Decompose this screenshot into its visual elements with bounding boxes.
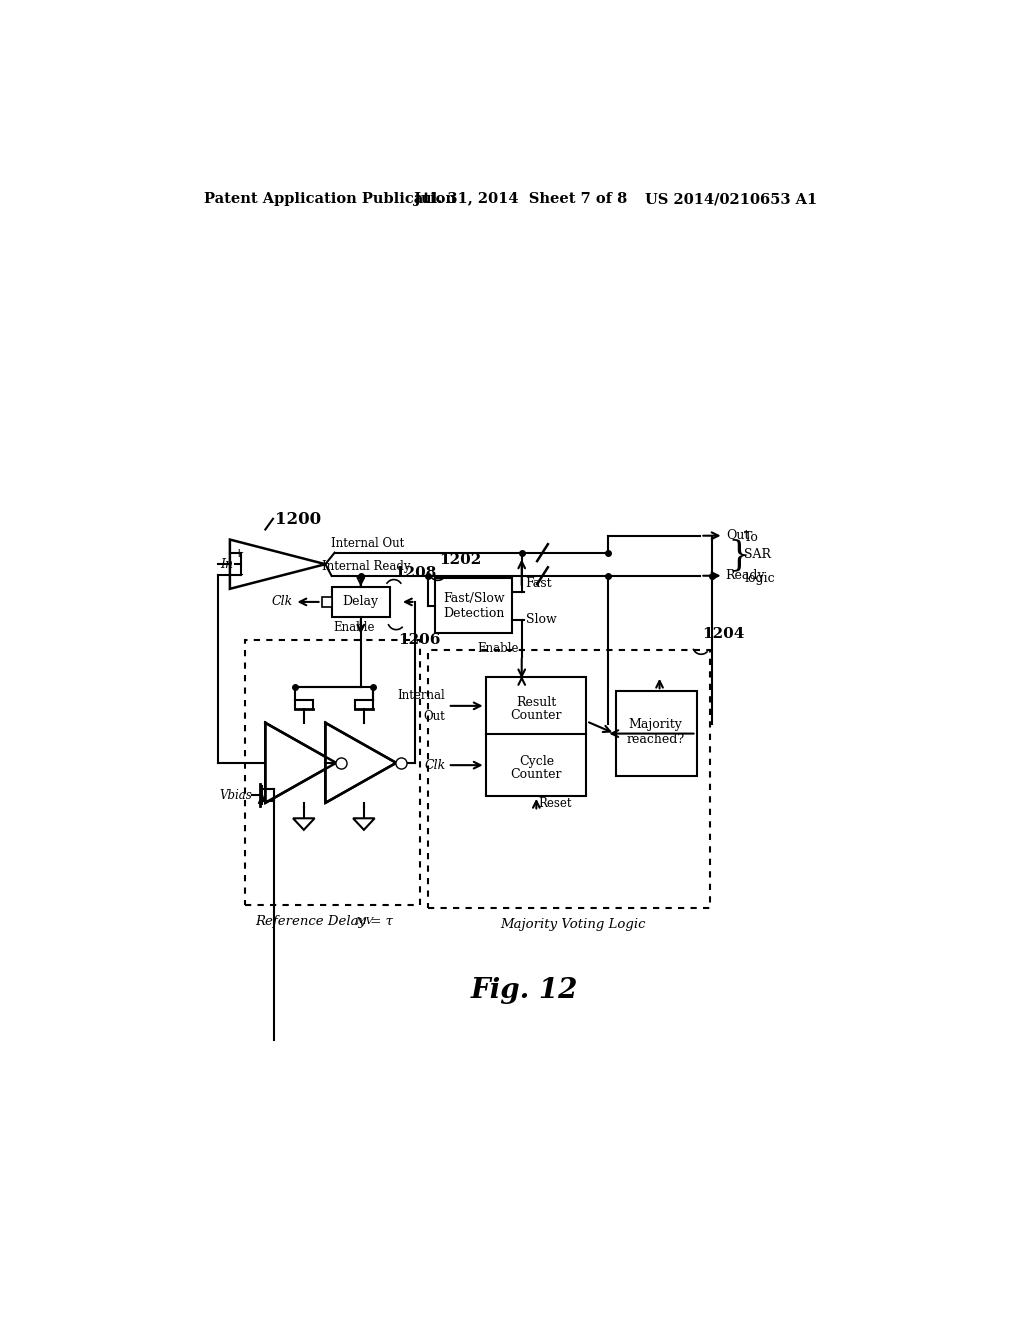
FancyBboxPatch shape	[333, 586, 390, 618]
Text: Cycle: Cycle	[519, 755, 554, 768]
Text: Enable: Enable	[478, 642, 519, 655]
Text: Result: Result	[516, 696, 556, 709]
FancyBboxPatch shape	[486, 677, 587, 796]
Polygon shape	[230, 540, 326, 589]
Text: Jul. 31, 2014  Sheet 7 of 8: Jul. 31, 2014 Sheet 7 of 8	[414, 193, 627, 206]
Text: Vbias: Vbias	[219, 788, 252, 801]
Polygon shape	[293, 818, 314, 830]
Text: Internal Ready: Internal Ready	[322, 560, 410, 573]
Text: 1208: 1208	[394, 566, 436, 581]
Text: 1206: 1206	[397, 634, 440, 647]
Polygon shape	[353, 818, 375, 830]
FancyBboxPatch shape	[615, 692, 696, 776]
Text: Ready: Ready	[726, 569, 765, 582]
Text: Clk: Clk	[424, 759, 445, 772]
Text: SAR: SAR	[744, 548, 771, 561]
Text: 1204: 1204	[702, 627, 745, 642]
Text: Fig. 12: Fig. 12	[471, 977, 579, 1003]
Text: Patent Application Publication: Patent Application Publication	[204, 193, 456, 206]
Text: Counter: Counter	[511, 709, 562, 722]
FancyBboxPatch shape	[245, 640, 420, 906]
Text: To: To	[744, 531, 759, 544]
Text: reached?: reached?	[627, 733, 685, 746]
Text: +: +	[233, 546, 245, 560]
Text: Reset: Reset	[539, 797, 572, 810]
Text: Detection: Detection	[443, 607, 505, 620]
Text: US 2014/0210653 A1: US 2014/0210653 A1	[645, 193, 817, 206]
FancyBboxPatch shape	[322, 597, 333, 607]
Text: Majority Voting Logic: Majority Voting Logic	[500, 917, 646, 931]
Text: −: −	[233, 569, 245, 582]
Text: MV: MV	[355, 917, 374, 925]
Text: Enable: Enable	[334, 622, 376, 634]
FancyBboxPatch shape	[435, 578, 512, 634]
Text: Reference Delay = τ: Reference Delay = τ	[255, 915, 393, 928]
Text: Out: Out	[726, 529, 750, 543]
Text: Out: Out	[424, 710, 445, 723]
Text: Delay: Delay	[343, 595, 379, 609]
Text: logic: logic	[744, 573, 775, 585]
Text: Counter: Counter	[511, 768, 562, 781]
Text: Internal: Internal	[397, 689, 445, 702]
Text: Internal Out: Internal Out	[331, 536, 404, 549]
Polygon shape	[265, 723, 336, 803]
Text: Clk: Clk	[271, 595, 293, 609]
Text: 1200: 1200	[275, 511, 322, 528]
Text: }: }	[727, 539, 751, 573]
Text: In: In	[220, 557, 233, 570]
FancyBboxPatch shape	[428, 651, 711, 908]
Polygon shape	[326, 723, 396, 803]
Text: Majority: Majority	[629, 718, 683, 731]
Text: Slow: Slow	[525, 612, 556, 626]
Text: Fast: Fast	[525, 577, 552, 590]
Text: Fast/Slow: Fast/Slow	[443, 591, 505, 605]
Text: 1202: 1202	[439, 553, 481, 568]
